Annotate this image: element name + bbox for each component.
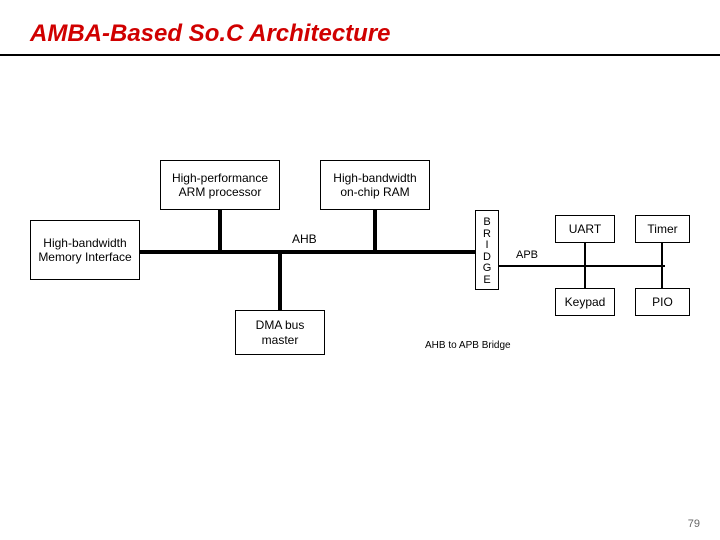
node-label: High-bandwidth Memory Interface — [35, 236, 135, 265]
page-title: AMBA-Based So.C Architecture — [30, 20, 391, 48]
node-label: Timer — [647, 222, 677, 236]
ahb-label: AHB — [292, 232, 317, 246]
node-label: DMA bus master — [240, 318, 320, 347]
apb-bus — [499, 265, 665, 267]
node-memory-interface: High-bandwidth Memory Interface — [30, 220, 140, 280]
connector-pio — [661, 266, 663, 288]
ahb-bus — [140, 250, 475, 254]
node-label: UART — [569, 222, 601, 236]
node-onchip-ram: High-bandwidth on-chip RAM — [320, 160, 430, 210]
connector-dma — [278, 252, 282, 310]
node-keypad: Keypad — [555, 288, 615, 316]
node-dma-master: DMA bus master — [235, 310, 325, 355]
title-underline — [0, 54, 720, 56]
connector-ram — [373, 210, 377, 252]
node-label: High-bandwidth on-chip RAM — [325, 171, 425, 200]
bridge-caption: AHB to APB Bridge — [425, 340, 511, 351]
node-timer: Timer — [635, 215, 690, 243]
connector-uart — [584, 243, 586, 265]
node-bridge: B R I D G E — [475, 210, 499, 290]
node-uart: UART — [555, 215, 615, 243]
connector-keypad — [584, 266, 586, 288]
page-number: 79 — [688, 518, 700, 530]
node-pio: PIO — [635, 288, 690, 316]
connector-timer — [661, 243, 663, 265]
node-label: High-performance ARM processor — [165, 171, 275, 200]
connector-arm — [218, 210, 222, 252]
node-label: Keypad — [565, 295, 606, 309]
node-arm-processor: High-performance ARM processor — [160, 160, 280, 210]
node-label: PIO — [652, 295, 673, 309]
apb-label: APB — [516, 249, 538, 261]
